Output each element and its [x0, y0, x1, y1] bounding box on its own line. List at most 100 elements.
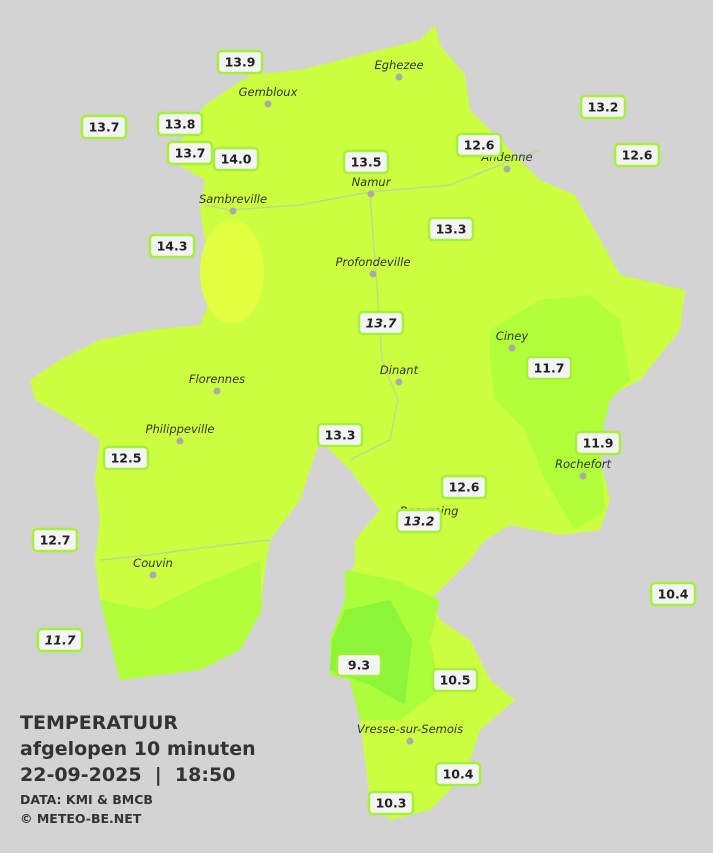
legend-title: TEMPERATUUR [20, 712, 178, 734]
town-dot [264, 100, 272, 108]
station-value: 12.6 [464, 138, 495, 153]
station: 13.2 [579, 94, 627, 120]
station-value: 11.7 [534, 361, 565, 376]
station-value: 14.0 [221, 152, 252, 167]
river [349, 194, 399, 461]
station-box [434, 761, 482, 787]
station-box [80, 114, 128, 140]
town-label: Eghezee [374, 58, 423, 72]
station: 12.6 [440, 474, 488, 500]
station: 13.3 [427, 216, 475, 242]
station-box [367, 790, 415, 816]
station: 13.2 [395, 508, 443, 534]
station: 14.0 [212, 146, 260, 172]
legend-subtitle: afgelopen 10 minuten [20, 738, 256, 760]
station-box [649, 581, 697, 607]
station-value: 12.6 [622, 148, 653, 163]
station-box [613, 142, 661, 168]
legend: TEMPERATUUR afgelopen 10 minuten 22-09-2… [20, 712, 256, 826]
station-box [216, 49, 264, 75]
station-box [525, 355, 573, 381]
town-label: Dinant [380, 363, 419, 377]
station: 10.4 [649, 581, 697, 607]
station: 13.3 [316, 422, 364, 448]
station-value: 11.7 [45, 633, 76, 648]
town-dot [176, 437, 184, 445]
zone-east [490, 295, 630, 530]
station-value: 13.3 [436, 222, 467, 237]
station-box [455, 132, 503, 158]
town-label: Sambreville [199, 192, 267, 206]
station-box [357, 310, 405, 336]
station: 13.7 [357, 310, 405, 336]
town-label: Ciney [496, 329, 529, 343]
station-value: 13.3 [325, 428, 356, 443]
station-value: 13.5 [351, 155, 382, 170]
station-box [427, 216, 475, 242]
station-box [166, 140, 214, 166]
station-value: 13.7 [366, 316, 397, 331]
station-box [342, 149, 390, 175]
station: 11.7 [36, 627, 84, 653]
town-dot [229, 207, 237, 215]
zone-south-core [330, 600, 412, 705]
station: 12.5 [102, 445, 150, 471]
town-label: Rochefort [555, 457, 612, 471]
station: 13.7 [80, 114, 128, 140]
station: 11.7 [525, 355, 573, 381]
station-value: 10.5 [440, 673, 471, 688]
town-dot [149, 571, 157, 579]
station-value: 13.7 [175, 146, 206, 161]
town-dot [367, 190, 375, 198]
station-value: 9.3 [348, 658, 370, 673]
station-box [156, 111, 204, 137]
station: 13.9 [216, 49, 264, 75]
legend-source: DATA: KMI & BMCB [20, 792, 153, 807]
station-value: 11.9 [583, 436, 614, 451]
station: 10.3 [367, 790, 415, 816]
town-label: Vresse-sur-Semois [357, 722, 463, 736]
station-box [102, 445, 150, 471]
town-label: Gembloux [239, 85, 298, 99]
station-value: 10.4 [658, 587, 689, 602]
station: 11.9 [574, 430, 622, 456]
town-dot [395, 378, 403, 386]
town-label: Philippeville [146, 422, 215, 436]
station-box [440, 474, 488, 500]
zone-southwest [100, 560, 262, 680]
town-label: Florennes [189, 372, 245, 386]
station: 12.7 [31, 527, 79, 553]
station-value: 13.7 [89, 120, 120, 135]
station-box [36, 627, 84, 653]
town-dot [508, 344, 516, 352]
station-box [31, 527, 79, 553]
river [99, 539, 271, 561]
station-box [335, 652, 383, 678]
station-box [316, 422, 364, 448]
legend-copyright: © METEO-BE.NET [20, 811, 142, 826]
station-value: 12.7 [40, 533, 71, 548]
station: 13.8 [156, 111, 204, 137]
station: 13.5 [342, 149, 390, 175]
station-value: 13.2 [404, 514, 435, 529]
station-value: 13.8 [165, 117, 196, 132]
station: 12.6 [613, 142, 661, 168]
station: 10.4 [434, 761, 482, 787]
station-box [579, 94, 627, 120]
town-label: Namur [352, 175, 392, 189]
station-value: 12.5 [111, 451, 142, 466]
station-value: 10.3 [376, 796, 407, 811]
town-dot [213, 387, 221, 395]
station-box [212, 146, 260, 172]
town-label: Couvin [133, 556, 173, 570]
station-box [574, 430, 622, 456]
zone-warm [200, 220, 264, 324]
town-dot [369, 270, 377, 278]
station-value: 13.2 [588, 100, 619, 115]
station: 13.7 [166, 140, 214, 166]
station-value: 12.6 [449, 480, 480, 495]
legend-timestamp: 22-09-2025 | 18:50 [20, 764, 235, 786]
station: 14.3 [148, 233, 196, 259]
station: 9.3 [335, 652, 383, 678]
